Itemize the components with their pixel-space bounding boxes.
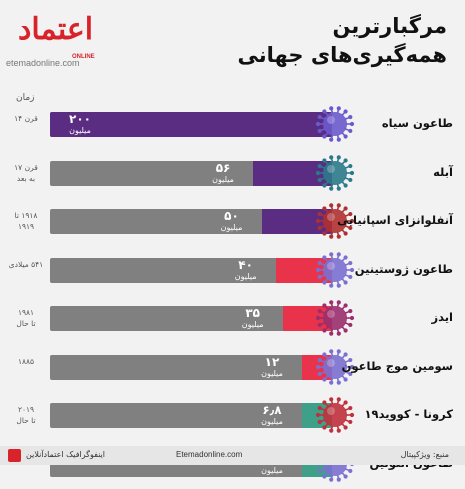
- bar-unit: میلیون: [212, 174, 234, 184]
- footer-source: منبع: ویژکپیتال: [400, 450, 449, 459]
- period-label: قرن ۱۴: [4, 113, 48, 124]
- category-label: طاعون سیاه: [381, 116, 453, 130]
- period-label: ۵۴۱ میلادی: [4, 259, 48, 270]
- bar-track: ۵۶ میلیون: [50, 160, 332, 186]
- bar-value: ۵۶: [215, 160, 231, 175]
- period-label: ۱۸۸۵: [4, 356, 48, 367]
- bar-unit: میلیون: [261, 417, 283, 426]
- bar-value-label: ۵۰ میلیون: [206, 209, 258, 233]
- period-line: ۱۸۸۵: [17, 356, 35, 366]
- title-line-2: همه‌گیری‌های جهانی: [237, 43, 448, 67]
- site-url: etemadonline.com: [6, 58, 80, 68]
- period-line: ۲۰۱۹: [17, 405, 35, 414]
- bar-track: ۵۰ میلیون: [50, 209, 332, 234]
- bar-unit: میلیون: [241, 320, 264, 329]
- period-line: تا حال: [16, 319, 36, 328]
- category-label: ایدز: [431, 310, 453, 324]
- category-label: طاعون ژوستینین: [354, 261, 453, 276]
- bar-track: ۶٫۸ میلیون: [50, 403, 332, 428]
- chart-row: ۱۹۱۸ تا ۱۹۱۹ ۵۰ میلیون آنفلوانزای اسپانیایی: [0, 202, 465, 246]
- bar-unit: میلیون: [69, 126, 91, 135]
- category-label: سومین موج طاعون: [341, 358, 453, 373]
- period-line: به بعد: [16, 173, 36, 183]
- chart-row: ۲۰۱۹ تا حال ۶٫۸ میلیون کرونا - کووید۱۹: [0, 396, 465, 440]
- virus-icon: [315, 154, 355, 191]
- bar-unit: میلیون: [220, 223, 243, 232]
- bar-track: ۴۰ میلیون: [50, 257, 332, 283]
- footer-credit: اینفوگرافیک اعتمادآنلاین: [26, 450, 106, 459]
- bar-value: ۶٫۸: [262, 403, 282, 417]
- category-label: آبله: [433, 164, 453, 179]
- period-label: قرن ۱۷ به بعد: [4, 162, 48, 184]
- bar-value-label: ۵۶ میلیون: [197, 161, 249, 185]
- virus-icon: [315, 203, 355, 239]
- category-label: آنفلوانزای اسپانیایی: [337, 213, 453, 227]
- chart-row: ۱۸۸۵ ۱۲ میلیون سومین موج طاعون: [0, 348, 465, 392]
- bar-unit: میلیون: [261, 368, 283, 378]
- period-line: قرن ۱۴: [14, 114, 38, 123]
- bar-value: ۴۰: [238, 257, 253, 272]
- bar-unit: میلیون: [261, 465, 283, 475]
- period-line: ۱۹۱۸ تا: [14, 211, 38, 220]
- bar-value-label: ۱۲ میلیون: [246, 355, 298, 379]
- period-label: ۲۰۱۹ تا حال: [4, 404, 48, 426]
- bar-value: ۳۵: [245, 306, 260, 320]
- chart-row: قرن ۱۴ ۲۰۰ میلیون طاعون سیاه: [0, 105, 465, 149]
- title-line-1: مرگبارترین: [332, 14, 447, 38]
- bar-value: ۲۰۰: [69, 112, 91, 126]
- page-title: مرگبارترین همه‌گیری‌های جهانی: [238, 12, 448, 70]
- bar-value: ۱۲: [264, 354, 280, 369]
- period-line: ۱۹۸۱: [17, 308, 35, 317]
- period-line: تا حال: [16, 416, 36, 425]
- virus-icon: [315, 397, 355, 433]
- bar-value-label: ۴۰ میلیون: [220, 258, 272, 282]
- period-label: ۱۹۸۱ تا حال: [4, 307, 48, 329]
- bar: [50, 112, 332, 137]
- footer-site: Etemadonline.com: [176, 450, 243, 459]
- footer-logo-icon: [8, 449, 21, 462]
- virus-icon: [315, 106, 355, 142]
- virus-icon: [315, 300, 355, 336]
- period-line: ۱۹۱۹: [17, 222, 35, 231]
- chart-row: ۱۹۸۱ تا حال ۳۵ میلیون ایدز: [0, 299, 465, 343]
- bar-track: ۲۰۰ میلیون: [50, 112, 332, 137]
- bar-value-label: ۳۵ میلیون: [227, 306, 279, 330]
- period-label: ۱۹۱۸ تا ۱۹۱۹: [4, 210, 48, 232]
- bar-track: ۳۵ میلیون: [50, 306, 332, 331]
- bar-value-label: ۲۰۰ میلیون: [54, 112, 106, 136]
- virus-icon: [315, 348, 355, 385]
- category-label: کرونا - کووید۱۹: [364, 407, 453, 421]
- time-column-label: زمان: [16, 93, 35, 103]
- logo-online-label: ONLINE: [72, 54, 95, 60]
- period-line: قرن ۱۷: [14, 162, 38, 172]
- chart-row: قرن ۱۷ به بعد ۵۶ میلیون آبله: [0, 154, 465, 198]
- period-line: ۵۴۱ میلادی: [8, 259, 44, 269]
- chart-row: ۵۴۱ میلادی ۴۰ میلیون طاعون ژوستینین: [0, 251, 465, 295]
- bar-value-label: ۶٫۸ میلیون: [246, 403, 298, 427]
- bar-track: ۱۲ میلیون: [50, 354, 332, 380]
- virus-icon: [315, 251, 355, 288]
- bar-unit: میلیون: [234, 271, 257, 281]
- bar-value: ۵۰: [224, 209, 239, 223]
- footer-bar: اینفوگرافیک اعتمادآنلاین Etemadonline.co…: [0, 446, 465, 465]
- logo-wordmark: اعتماد: [18, 12, 94, 47]
- brand-logo: اعتماد ONLINE: [14, 8, 106, 72]
